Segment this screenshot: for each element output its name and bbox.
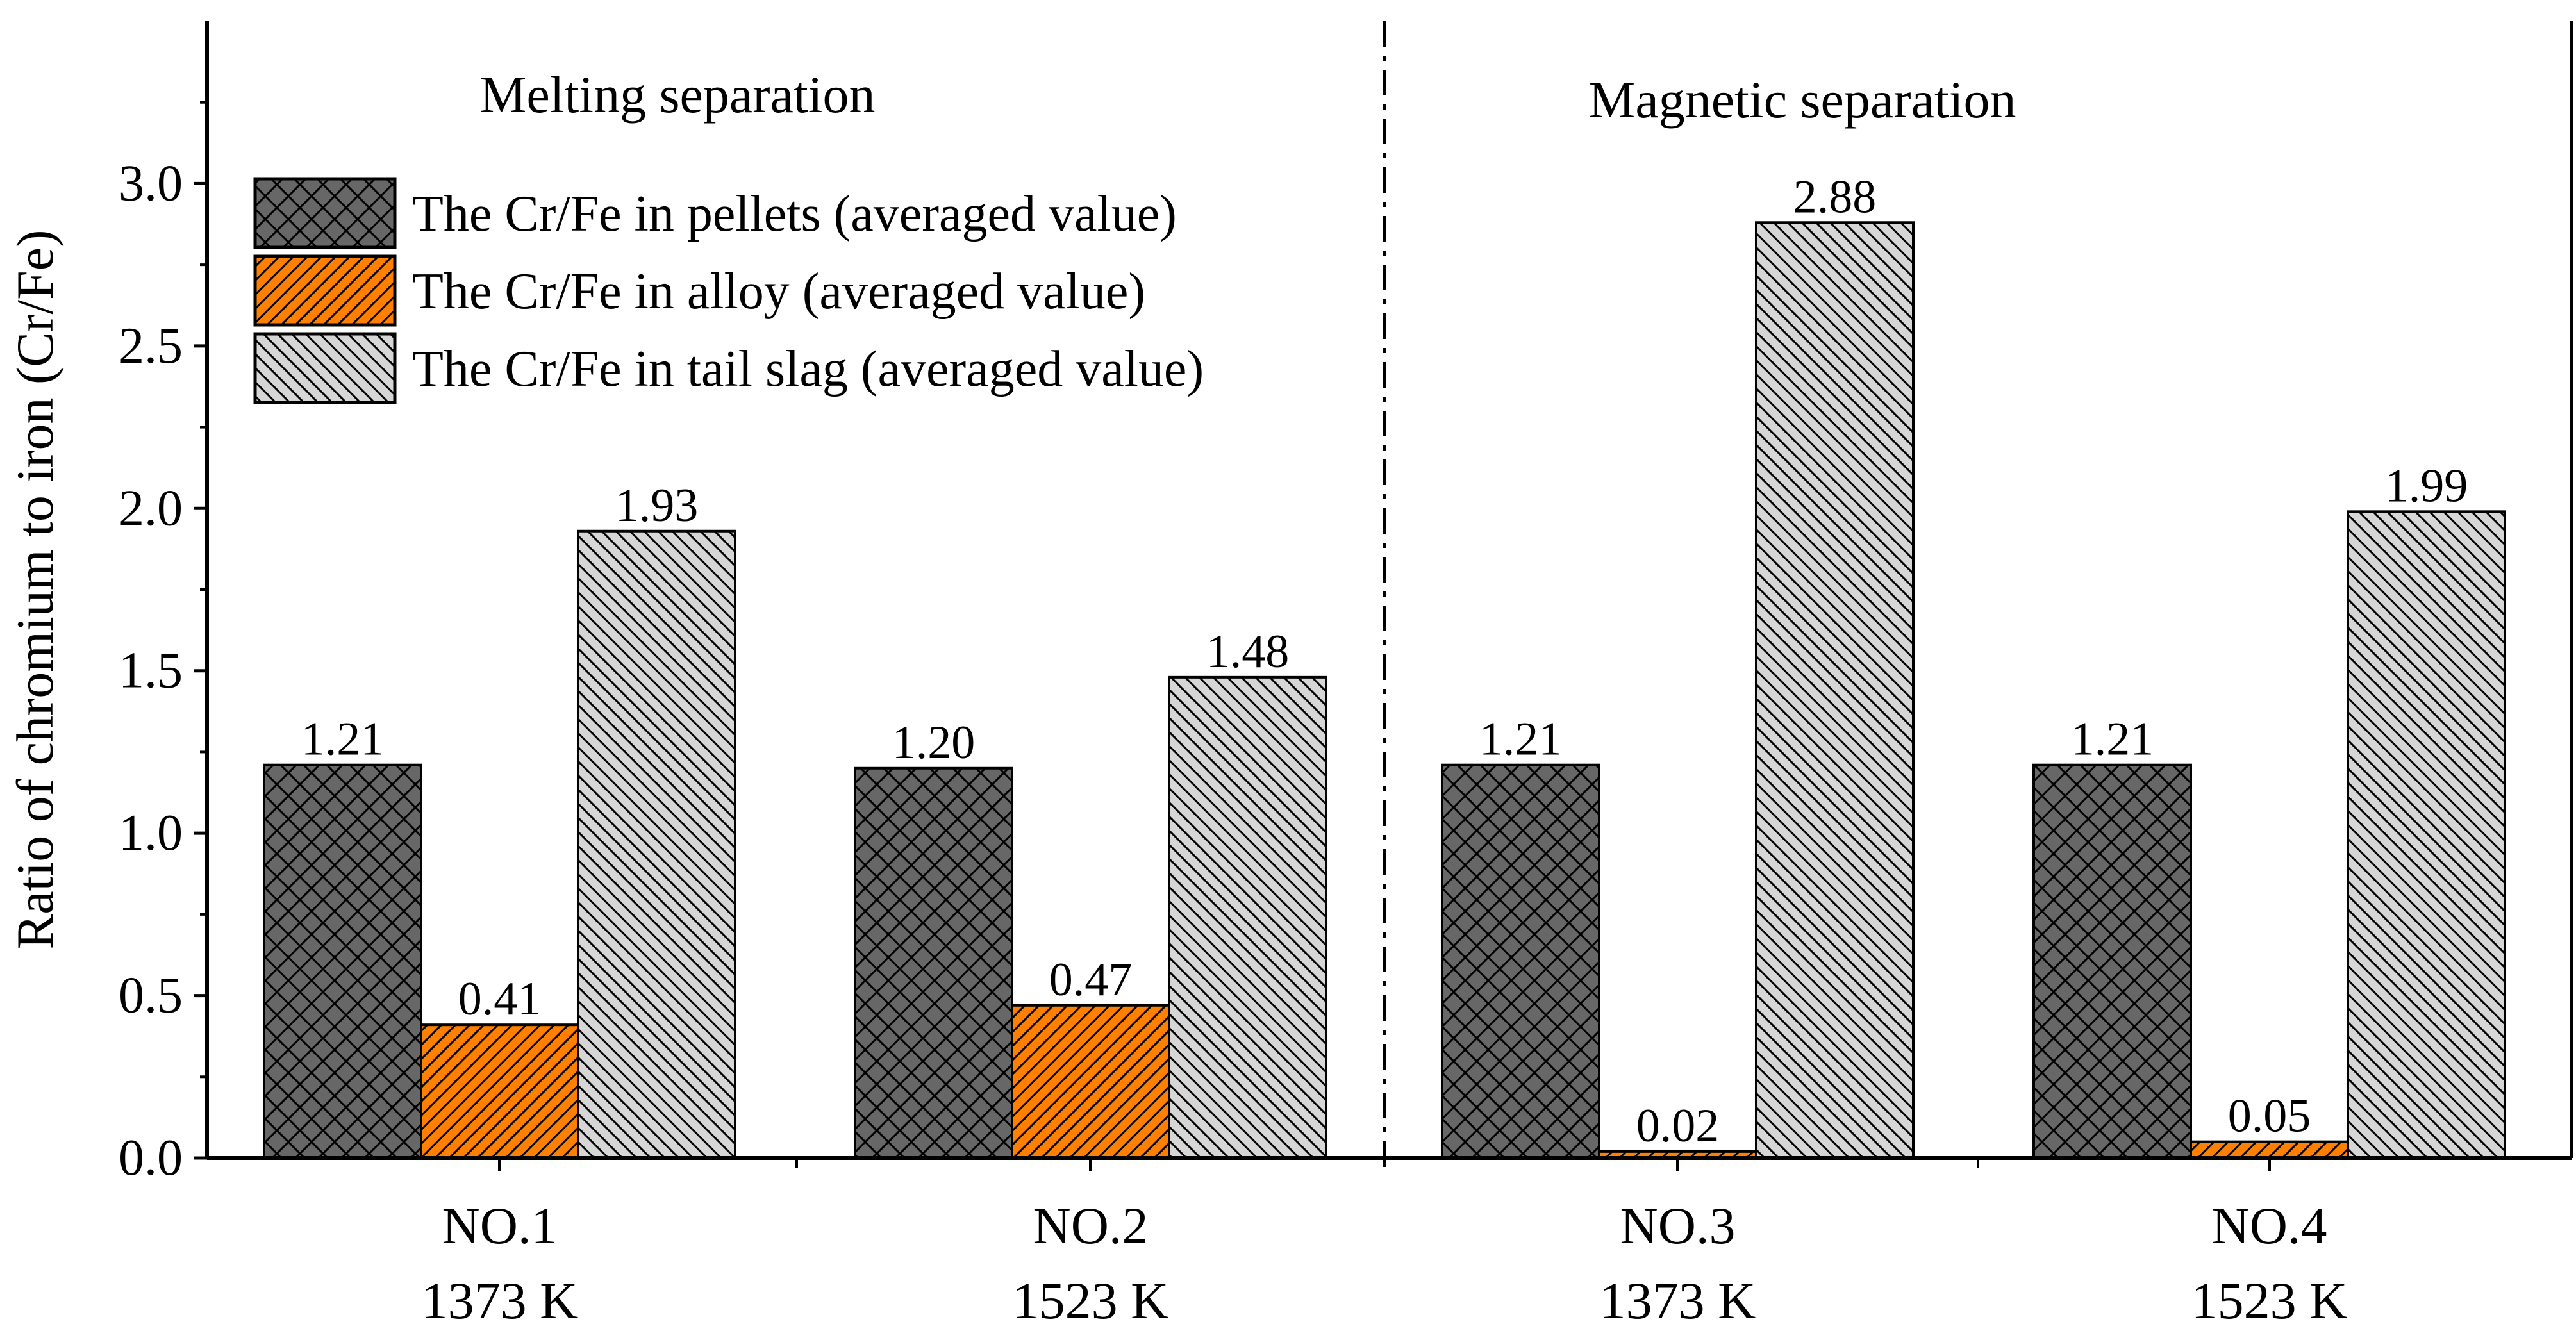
y-tick-label: 0.5 bbox=[119, 968, 183, 1024]
bar-tail-slag-no3 bbox=[1755, 221, 1915, 1159]
bar-tail-slag-no2 bbox=[1168, 675, 1327, 1159]
y-tick-label: 2.0 bbox=[119, 480, 183, 536]
annotation-melting-separation: Melting separation bbox=[479, 65, 875, 124]
value-label-pellets-no4: 1.21 bbox=[2071, 713, 2154, 766]
bar-pellets-no4 bbox=[2032, 763, 2192, 1159]
x-tick-temp-no3: 1373 K bbox=[1600, 1271, 1756, 1330]
value-label-tail-slag-no3: 2.88 bbox=[1793, 170, 1877, 223]
value-label-pellets-no2: 1.20 bbox=[892, 716, 976, 769]
value-label-tail-slag-no2: 1.48 bbox=[1206, 625, 1290, 678]
value-labels-layer: 1.21 1.20 1.21 1.21 0.41 0.47 0.02 0.05 1.93 1.48… bbox=[301, 170, 2468, 1152]
value-label-pellets-no1: 1.21 bbox=[301, 713, 385, 766]
legend: The Cr/Fe in pellets (averaged value) Th… bbox=[253, 177, 1204, 404]
legend-swatch-alloy bbox=[253, 254, 397, 327]
bar-alloy-no1 bbox=[420, 1023, 579, 1160]
x-tick-label-no4: NO.4 bbox=[2212, 1196, 2327, 1255]
y-tick-label: 3.0 bbox=[119, 155, 183, 211]
bar-alloy-no4 bbox=[2190, 1140, 2349, 1159]
value-label-tail-slag-no4: 1.99 bbox=[2385, 459, 2468, 512]
bar-pellets-no3 bbox=[1441, 763, 1600, 1159]
bar-tail-slag-no1 bbox=[577, 529, 736, 1159]
x-tick-temp-no4: 1523 K bbox=[2191, 1271, 2348, 1330]
y-tick-label: 2.5 bbox=[119, 318, 183, 374]
bar-pellets-no2 bbox=[854, 766, 1013, 1160]
legend-swatch-tail-slag bbox=[253, 332, 397, 404]
value-label-tail-slag-no1: 1.93 bbox=[615, 479, 699, 532]
x-tick-label-no3: NO.3 bbox=[1620, 1196, 1736, 1255]
bars-layer bbox=[263, 221, 2506, 1160]
ticks-layer: 0.0 0.5 1.0 1.5 2.0 2.5 3.0 NO.1 1373 K NO.2 1523 … bbox=[119, 101, 2348, 1330]
y-tick-label: 0.0 bbox=[119, 1130, 183, 1186]
x-tick-temp-no1: 1373 K bbox=[422, 1271, 578, 1330]
legend-label-tail-slag: The Cr/Fe in tail slag (averaged value) bbox=[412, 341, 1204, 397]
bar-tail-slag-no4 bbox=[2347, 510, 2506, 1159]
value-label-alloy-no1: 0.41 bbox=[458, 973, 542, 1025]
value-label-pellets-no3: 1.21 bbox=[1479, 713, 1563, 766]
value-label-alloy-no4: 0.05 bbox=[2228, 1090, 2311, 1143]
y-tick-label: 1.5 bbox=[119, 643, 183, 699]
value-label-alloy-no3: 0.02 bbox=[1636, 1100, 1720, 1152]
x-tick-temp-no2: 1523 K bbox=[1013, 1271, 1169, 1330]
y-tick-label: 1.0 bbox=[119, 805, 183, 861]
annotation-magnetic-separation: Magnetic separation bbox=[1588, 70, 2016, 129]
legend-label-pellets: The Cr/Fe in pellets (averaged value) bbox=[412, 186, 1177, 242]
bar-pellets-no1 bbox=[263, 763, 422, 1159]
x-tick-label-no1: NO.1 bbox=[442, 1196, 558, 1255]
x-tick-label-no2: NO.2 bbox=[1033, 1196, 1149, 1255]
value-label-alloy-no2: 0.47 bbox=[1049, 954, 1133, 1006]
y-axis-label: Ratio of chromium to iron (Cr/Fe) bbox=[6, 230, 64, 950]
bar-alloy-no2 bbox=[1011, 1004, 1170, 1159]
legend-label-alloy: The Cr/Fe in alloy (averaged value) bbox=[412, 263, 1145, 320]
legend-swatch-pellets bbox=[253, 177, 397, 249]
